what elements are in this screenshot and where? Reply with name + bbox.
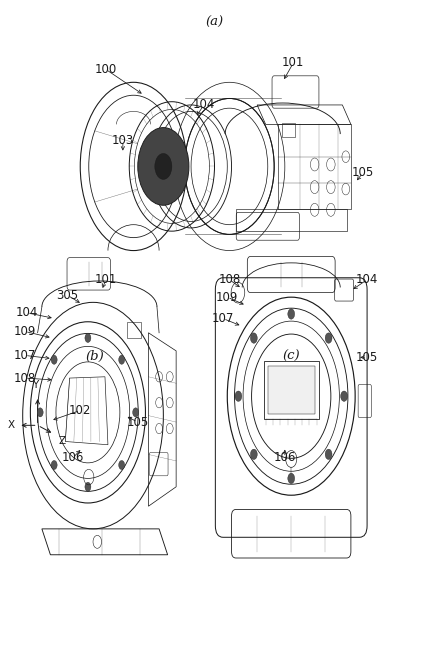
Circle shape bbox=[51, 355, 57, 364]
Circle shape bbox=[155, 153, 172, 179]
Text: 104: 104 bbox=[193, 98, 215, 111]
Circle shape bbox=[251, 333, 257, 343]
Circle shape bbox=[235, 391, 242, 401]
Text: 104: 104 bbox=[356, 273, 378, 286]
Circle shape bbox=[288, 309, 295, 319]
Text: 108: 108 bbox=[218, 273, 241, 286]
Circle shape bbox=[288, 473, 295, 484]
Text: (b): (b) bbox=[86, 350, 105, 363]
Text: 305: 305 bbox=[56, 289, 79, 302]
FancyBboxPatch shape bbox=[268, 366, 314, 413]
Circle shape bbox=[325, 333, 332, 343]
Circle shape bbox=[133, 408, 139, 417]
Text: (c): (c) bbox=[282, 350, 300, 363]
Text: 108: 108 bbox=[14, 372, 36, 385]
Text: 107: 107 bbox=[14, 349, 36, 362]
Circle shape bbox=[37, 408, 43, 417]
Text: Y: Y bbox=[32, 380, 39, 389]
Text: (a): (a) bbox=[205, 16, 224, 29]
Text: 103: 103 bbox=[112, 134, 134, 147]
Circle shape bbox=[51, 460, 57, 469]
Text: 100: 100 bbox=[95, 63, 117, 76]
Text: 102: 102 bbox=[69, 404, 91, 417]
Circle shape bbox=[85, 482, 91, 491]
Text: 105: 105 bbox=[356, 351, 378, 364]
Text: 101: 101 bbox=[282, 57, 305, 70]
Text: 101: 101 bbox=[95, 273, 117, 286]
Circle shape bbox=[341, 391, 347, 401]
Text: 105: 105 bbox=[352, 166, 374, 179]
Circle shape bbox=[138, 127, 189, 205]
Text: 105: 105 bbox=[127, 415, 149, 428]
Text: 106: 106 bbox=[62, 451, 84, 464]
Text: 106: 106 bbox=[274, 451, 296, 464]
Circle shape bbox=[119, 355, 125, 364]
Text: Z: Z bbox=[58, 436, 65, 445]
Text: X: X bbox=[7, 421, 14, 430]
Text: 109: 109 bbox=[216, 291, 239, 304]
Text: 104: 104 bbox=[16, 306, 38, 319]
Circle shape bbox=[119, 460, 125, 469]
Text: 107: 107 bbox=[212, 312, 234, 325]
Circle shape bbox=[251, 449, 257, 460]
Circle shape bbox=[325, 449, 332, 460]
Circle shape bbox=[85, 333, 91, 343]
Text: 109: 109 bbox=[14, 325, 36, 338]
